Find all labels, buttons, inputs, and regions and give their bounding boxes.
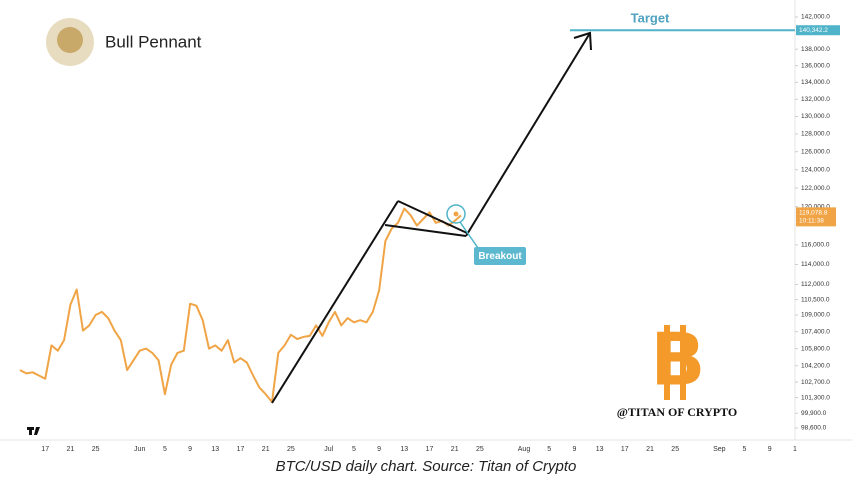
y-tick-label: 102,700.0 [801, 379, 830, 386]
x-tick-label: 25 [671, 446, 679, 453]
y-tick-label: 130,000.0 [801, 113, 830, 120]
target-price-label: 140,342.2 [799, 27, 828, 34]
x-tick-label: 5 [163, 446, 167, 453]
y-tick-label: 134,000.0 [801, 79, 830, 86]
breakout-box [474, 247, 526, 265]
x-tick-label: 17 [426, 446, 434, 453]
y-tick-label: 99,900.0 [801, 410, 827, 417]
caption: BTC/USD daily chart. Source: Titan of Cr… [276, 458, 577, 475]
x-tick-label: 25 [476, 446, 484, 453]
y-tick-label: 142,000.0 [801, 14, 830, 21]
breakout-dot [453, 211, 459, 217]
x-tick-label: Jul [324, 446, 333, 453]
x-tick-label: 13 [400, 446, 408, 453]
x-tick-label: 17 [41, 446, 49, 453]
x-tick-label: 13 [211, 446, 219, 453]
x-tick-label: 21 [646, 446, 654, 453]
price-line [19, 207, 462, 403]
countdown-label: 10:11:38 [799, 218, 824, 225]
x-tick-label: Jun [134, 446, 145, 453]
target-label: Target [631, 10, 670, 25]
x-tick-label: 25 [92, 446, 100, 453]
series-layer [19, 207, 462, 403]
avatar-face [57, 27, 83, 53]
x-tick-label: 25 [287, 446, 295, 453]
x-tick-label: Sep [713, 446, 726, 453]
last-price-label: 119,078.8 [799, 210, 828, 217]
x-tick-label: 21 [451, 446, 459, 453]
x-tick-label: 1 [793, 446, 797, 453]
y-tick-label: 120,000.0 [801, 203, 830, 210]
x-tick-label: 5 [352, 446, 356, 453]
tradingview-logo [27, 427, 40, 435]
y-tick-label: 104,200.0 [801, 362, 830, 369]
x-tick-label: 5 [743, 446, 747, 453]
x-tick-label: 21 [262, 446, 270, 453]
x-tick-label: 9 [377, 446, 381, 453]
y-tick-label: 116,000.0 [801, 242, 830, 249]
y-tick-label: 122,000.0 [801, 185, 830, 192]
y-tick-label: 132,000.0 [801, 96, 830, 103]
x-tick-label: 9 [768, 446, 772, 453]
svg-text:B: B [651, 318, 706, 402]
x-tick-label: 9 [572, 446, 576, 453]
y-tick-label: 98,600.0 [801, 425, 827, 432]
x-tick-label: 21 [67, 446, 75, 453]
bitcoin-logo: B [651, 318, 706, 402]
chart-title: Bull Pennant [105, 32, 202, 51]
x-tick-label: 17 [237, 446, 245, 453]
y-tick-label: 138,000.0 [801, 46, 830, 53]
watermark: @TITAN OF CRYPTO [617, 405, 738, 419]
breakout-label: Breakout [478, 251, 522, 262]
y-tick-label: 128,000.0 [801, 131, 830, 138]
x-tick-label: 17 [621, 446, 629, 453]
y-tick-label: 136,000.0 [801, 62, 830, 69]
breakout-pointer [459, 221, 479, 249]
y-tick-label: 114,000.0 [801, 261, 830, 268]
y-tick-label: 126,000.0 [801, 148, 830, 155]
y-tick-label: 124,000.0 [801, 166, 830, 173]
x-tick-label: 9 [188, 446, 192, 453]
pennant-annotation [271, 31, 592, 404]
target-price-box [796, 25, 840, 36]
y-tick-label: 105,800.0 [801, 345, 830, 352]
y-tick-label: 112,000.0 [801, 281, 830, 288]
y-tick-label: 107,400.0 [801, 328, 830, 335]
y-tick-label: 110,500.0 [801, 296, 830, 303]
last-price-box [796, 207, 836, 227]
x-tick-label: 13 [596, 446, 604, 453]
y-tick-label: 101,300.0 [801, 394, 830, 401]
breakout-circle [446, 204, 466, 224]
x-tick-label: 5 [547, 446, 551, 453]
y-tick-label: 109,000.0 [801, 312, 830, 319]
x-tick-label: Aug [518, 446, 531, 453]
